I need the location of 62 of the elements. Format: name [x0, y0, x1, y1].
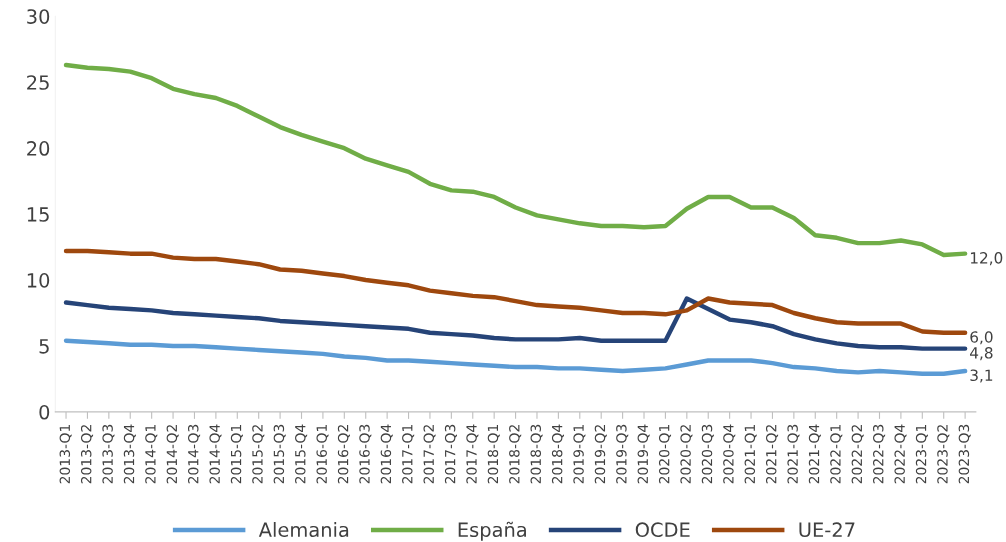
x-tick-label: 2013-Q3 — [102, 424, 115, 484]
x-tick-label: 2019-Q3 — [616, 424, 629, 484]
x-tick-label: 2013-Q2 — [80, 425, 94, 484]
x-tick-label: 2023-Q1 — [915, 425, 928, 484]
x-tick-label: 2017-Q4 — [466, 424, 479, 484]
x-tick-label: 2021-Q4 — [808, 424, 821, 484]
x-tick-label: 2020-Q1 — [658, 425, 672, 484]
y-tick-label: 30 — [27, 9, 50, 24]
x-tick-label: 2020-Q4 — [723, 424, 736, 484]
x-tick-label: 2018-Q4 — [551, 424, 565, 484]
x-tick-label: 2021-Q3 — [787, 424, 800, 484]
x-tick-label: 2022-Q3 — [873, 424, 886, 484]
x-tick-label: 2016-Q3 — [359, 424, 372, 484]
legend-label: UE-27 — [799, 522, 855, 538]
line-series — [63, 296, 968, 351]
x-tick-label: 2014-Q1 — [145, 425, 158, 484]
legend-label: España — [458, 521, 526, 541]
x-tick-label: 2013-Q1 — [59, 425, 72, 484]
x-tick-label: 2013-Q4 — [123, 424, 136, 484]
x-tick-label: 2015-Q3 — [273, 424, 286, 484]
x-tick-label: 2015-Q4 — [295, 424, 308, 484]
x-tick-label: 2022-Q1 — [830, 425, 843, 484]
line-series — [63, 338, 968, 376]
y-tick-label: 0 — [39, 404, 50, 420]
x-tick-label: 2016-Q4 — [380, 424, 393, 484]
x-tick-label: 2020-Q2 — [680, 425, 693, 484]
x-tick-label: 2015-Q1 — [230, 425, 243, 484]
x-tick-label: 2021-Q1 — [744, 425, 757, 484]
x-tick-label: 2019-Q1 — [573, 425, 586, 484]
x-tick-label: 2019-Q2 — [594, 425, 607, 484]
x-tick-label: 2014-Q3 — [188, 424, 201, 484]
x-tick-label: 2023-Q3 — [958, 424, 971, 484]
x-tick-label: 2019-Q4 — [637, 424, 650, 484]
x-tick-label: 2018-Q1 — [487, 425, 500, 484]
y-tick-label: 5 — [39, 339, 49, 354]
x-tick-label: 2017-Q3 — [444, 424, 457, 484]
data-label: 12,0 — [970, 252, 1003, 266]
legend-label: Alemania — [258, 522, 349, 538]
x-tick-label: 2016-Q1 — [316, 425, 329, 484]
y-tick-label: 25 — [27, 75, 49, 90]
x-tick-label: 2017-Q2 — [423, 425, 436, 484]
x-tick-label: 2022-Q2 — [851, 425, 864, 484]
x-tick-label: 2015-Q2 — [252, 425, 265, 484]
data-label: 6,0 — [970, 331, 993, 345]
x-tick-label: 2014-Q4 — [209, 424, 222, 484]
x-tick-label: 2021-Q2 — [765, 425, 779, 484]
data-label: 4,8 — [970, 347, 993, 361]
x-tick-label: 2014-Q2 — [166, 425, 179, 484]
line-series — [63, 248, 968, 336]
x-tick-label: 2018-Q2 — [509, 425, 522, 484]
data-label: 3,1 — [970, 369, 993, 383]
x-tick-label: 2023-Q2 — [937, 425, 950, 484]
x-tick-label: 2016-Q2 — [337, 425, 350, 484]
legend-label: OCDE — [635, 522, 690, 538]
y-tick-label: 20 — [27, 141, 50, 156]
y-tick-label: 10 — [27, 272, 50, 288]
x-tick-label: 2017-Q1 — [402, 425, 415, 484]
x-tick-label: 2018-Q3 — [530, 424, 543, 484]
x-tick-label: 2020-Q3 — [701, 424, 714, 484]
line-series — [63, 62, 968, 258]
x-tick-label: 2022-Q4 — [894, 424, 907, 484]
y-tick-label: 15 — [27, 207, 49, 222]
